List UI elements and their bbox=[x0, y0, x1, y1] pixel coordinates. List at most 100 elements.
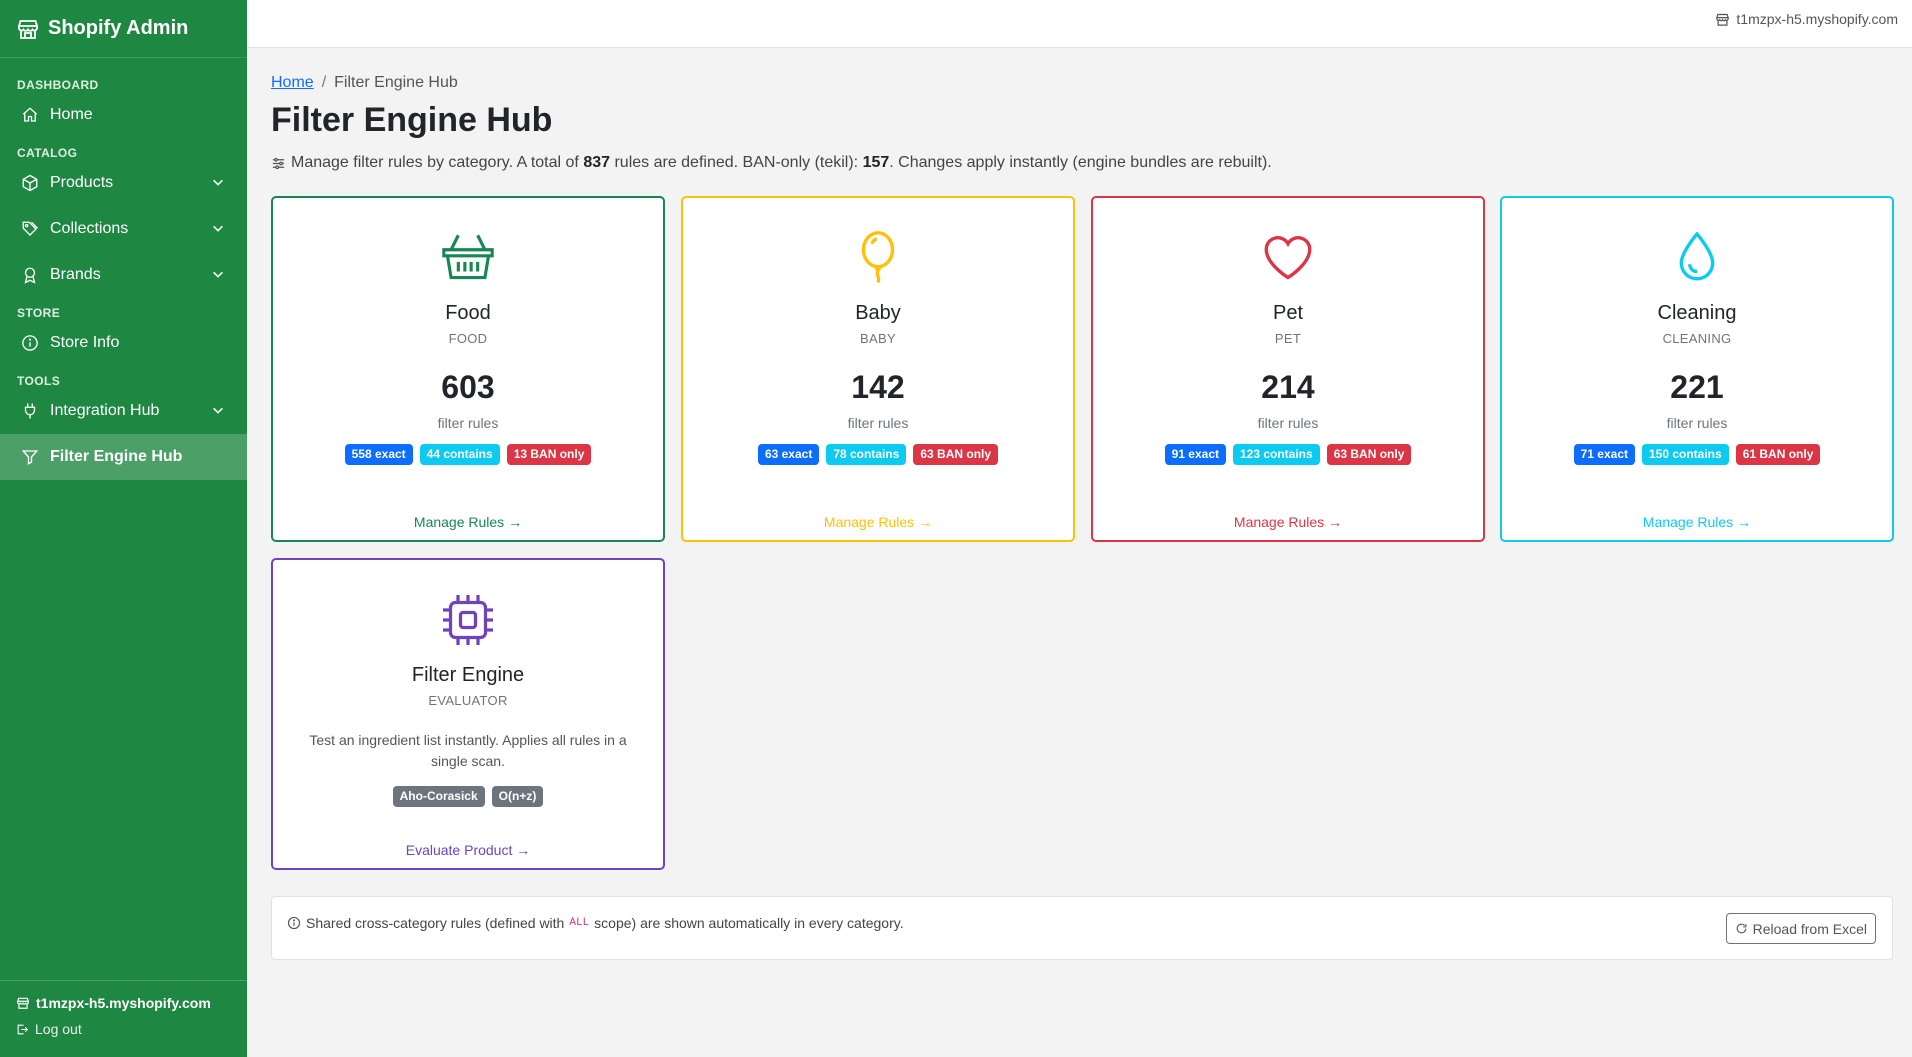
category-code: CLEANING bbox=[1662, 331, 1732, 346]
desc-ban-only: 157 bbox=[862, 154, 890, 171]
contains-badge: 150 contains bbox=[1641, 444, 1729, 465]
shop-icon bbox=[1716, 13, 1730, 26]
app-title: Shopify Admin bbox=[48, 17, 189, 39]
chevron-down-icon[interactable] bbox=[211, 267, 225, 281]
sidebar: Shopify Admin DASHBOARD Home CATALOG Pro… bbox=[0, 0, 247, 1057]
main-content: Home / Filter Engine Hub Filter Engine Hub… bbox=[271, 48, 1894, 896]
rule-count: 221 bbox=[1670, 369, 1724, 405]
rule-count: 214 bbox=[1261, 369, 1315, 405]
ban-badge: 61 BAN only bbox=[1735, 444, 1821, 465]
rule-count-label: filter rules bbox=[1257, 415, 1319, 431]
reload-from-excel-button[interactable]: Reload from Excel bbox=[1725, 913, 1876, 944]
shop-icon bbox=[18, 19, 38, 39]
ban-badge: 13 BAN only bbox=[506, 444, 592, 465]
topbar-shop[interactable]: t1mzpx-h5.myshopify.com bbox=[1715, 11, 1898, 27]
category-grid: Food FOOD 603 filter rules 558 exact 44 … bbox=[271, 196, 1894, 896]
rule-count-label: filter rules bbox=[1666, 415, 1728, 431]
balloon-icon bbox=[861, 231, 895, 284]
cpu-icon bbox=[443, 595, 493, 645]
category-name: Pet bbox=[1272, 302, 1304, 324]
sliders-icon bbox=[272, 157, 285, 169]
sidebar-item-home[interactable]: Home bbox=[0, 92, 247, 138]
evaluator-description: Test an ingredient list instantly. Appli… bbox=[309, 732, 627, 769]
rule-count: 142 bbox=[851, 369, 905, 405]
sidebar-item-label: Home bbox=[50, 106, 93, 123]
manage-rules-link[interactable]: Manage Rules → bbox=[1233, 514, 1343, 530]
home-icon bbox=[20, 105, 40, 125]
desc-text-1: Manage filter rules by category. A total… bbox=[291, 154, 579, 171]
sidebar-item-label: Brands bbox=[50, 266, 101, 283]
category-code: PET bbox=[1274, 331, 1302, 346]
evaluator-card: Filter Engine EVALUATOR Test an ingredie… bbox=[271, 558, 665, 870]
page-title: Filter Engine Hub bbox=[271, 101, 553, 139]
category-card-food: Food FOOD 603 filter rules 558 exact 44 … bbox=[271, 196, 665, 542]
award-icon bbox=[20, 265, 40, 285]
rule-count-label: filter rules bbox=[437, 415, 499, 431]
sidebar-item-label: Products bbox=[50, 174, 114, 191]
info-text-1: Shared cross-category rules (defined wit… bbox=[306, 915, 565, 931]
contains-badge: 44 contains bbox=[419, 444, 500, 465]
manage-rules-link[interactable]: Manage Rules → bbox=[413, 514, 523, 530]
topbar: t1mzpx-h5.myshopify.com bbox=[247, 0, 1912, 48]
sidebar-item-filter-engine-hub[interactable]: Filter Engine Hub bbox=[0, 434, 247, 480]
logout-link[interactable]: Log out bbox=[16, 1021, 231, 1037]
evaluate-product-link[interactable]: Evaluate Product → bbox=[405, 842, 531, 858]
category-name: Food bbox=[445, 302, 491, 324]
logout-icon bbox=[17, 1024, 29, 1034]
funnel-icon bbox=[20, 447, 40, 467]
exact-badge: 71 exact bbox=[1573, 444, 1635, 465]
sidebar-item-products[interactable]: Products bbox=[0, 160, 247, 206]
evaluator-code: EVALUATOR bbox=[428, 693, 508, 708]
info-bar: Shared cross-category rules (defined wit… bbox=[271, 896, 1893, 960]
exact-badge: 558 exact bbox=[344, 444, 413, 465]
manage-rules-link[interactable]: Manage Rules → bbox=[823, 514, 933, 530]
desc-text-3: . Changes apply instantly (engine bundle… bbox=[889, 154, 1272, 171]
tags-icon bbox=[20, 219, 40, 239]
chevron-down-icon[interactable] bbox=[211, 175, 225, 189]
logout-label: Log out bbox=[35, 1021, 82, 1037]
rule-count: 603 bbox=[441, 369, 495, 405]
breadcrumb-current: Filter Engine Hub bbox=[334, 74, 458, 91]
plug-icon bbox=[20, 401, 40, 421]
page-description: Manage filter rules by category. A total… bbox=[271, 154, 1893, 172]
shop-icon bbox=[17, 997, 29, 1009]
category-code: BABY bbox=[860, 331, 896, 346]
reload-label: Reload from Excel bbox=[1752, 920, 1867, 937]
contains-badge: 123 contains bbox=[1232, 444, 1320, 465]
section-store: STORE bbox=[17, 306, 61, 320]
footer-store-name: t1mzpx-h5.myshopify.com bbox=[36, 995, 211, 1011]
category-name: Baby bbox=[855, 302, 901, 324]
refresh-icon bbox=[1736, 923, 1746, 934]
sidebar-item-collections[interactable]: Collections bbox=[0, 206, 247, 252]
complexity-badge: O(n+z) bbox=[491, 786, 544, 807]
sidebar-item-store-info[interactable]: Store Info bbox=[0, 320, 247, 366]
droplet-icon bbox=[1679, 231, 1715, 281]
contains-badge: 78 contains bbox=[826, 444, 907, 465]
breadcrumb-home-link[interactable]: Home bbox=[271, 74, 314, 91]
sidebar-item-label: Collections bbox=[50, 220, 129, 237]
category-code: FOOD bbox=[448, 331, 488, 346]
section-catalog: CATALOG bbox=[17, 146, 78, 160]
sidebar-item-label: Integration Hub bbox=[50, 402, 160, 419]
basket-icon bbox=[442, 234, 494, 280]
box-icon bbox=[20, 173, 40, 193]
info-icon bbox=[287, 916, 301, 930]
rule-count-label: filter rules bbox=[847, 415, 909, 431]
category-card-baby: Baby BABY 142 filter rules 63 exact 78 c… bbox=[681, 196, 1075, 542]
heart-icon bbox=[1264, 236, 1312, 280]
sidebar-item-label: Filter Engine Hub bbox=[50, 448, 183, 465]
chevron-down-icon[interactable] bbox=[211, 403, 225, 417]
section-tools: TOOLS bbox=[17, 374, 61, 388]
chevron-down-icon[interactable] bbox=[211, 221, 225, 235]
manage-rules-link[interactable]: Manage Rules → bbox=[1642, 514, 1752, 530]
sidebar-item-label: Store Info bbox=[50, 334, 120, 351]
brand[interactable]: Shopify Admin bbox=[0, 0, 247, 58]
sidebar-item-integration-hub[interactable]: Integration Hub bbox=[0, 388, 247, 434]
desc-text-2: rules are defined. BAN-only (tekil): bbox=[610, 154, 863, 171]
info-icon bbox=[20, 333, 40, 353]
exact-badge: 63 exact bbox=[757, 444, 820, 465]
category-card-pet: Pet PET 214 filter rules 91 exact 123 co… bbox=[1091, 196, 1485, 542]
algorithm-badge: Aho-Corasick bbox=[392, 786, 485, 807]
info-text-2: scope) are shown automatically in every … bbox=[594, 915, 904, 931]
sidebar-item-brands[interactable]: Brands bbox=[0, 252, 247, 298]
